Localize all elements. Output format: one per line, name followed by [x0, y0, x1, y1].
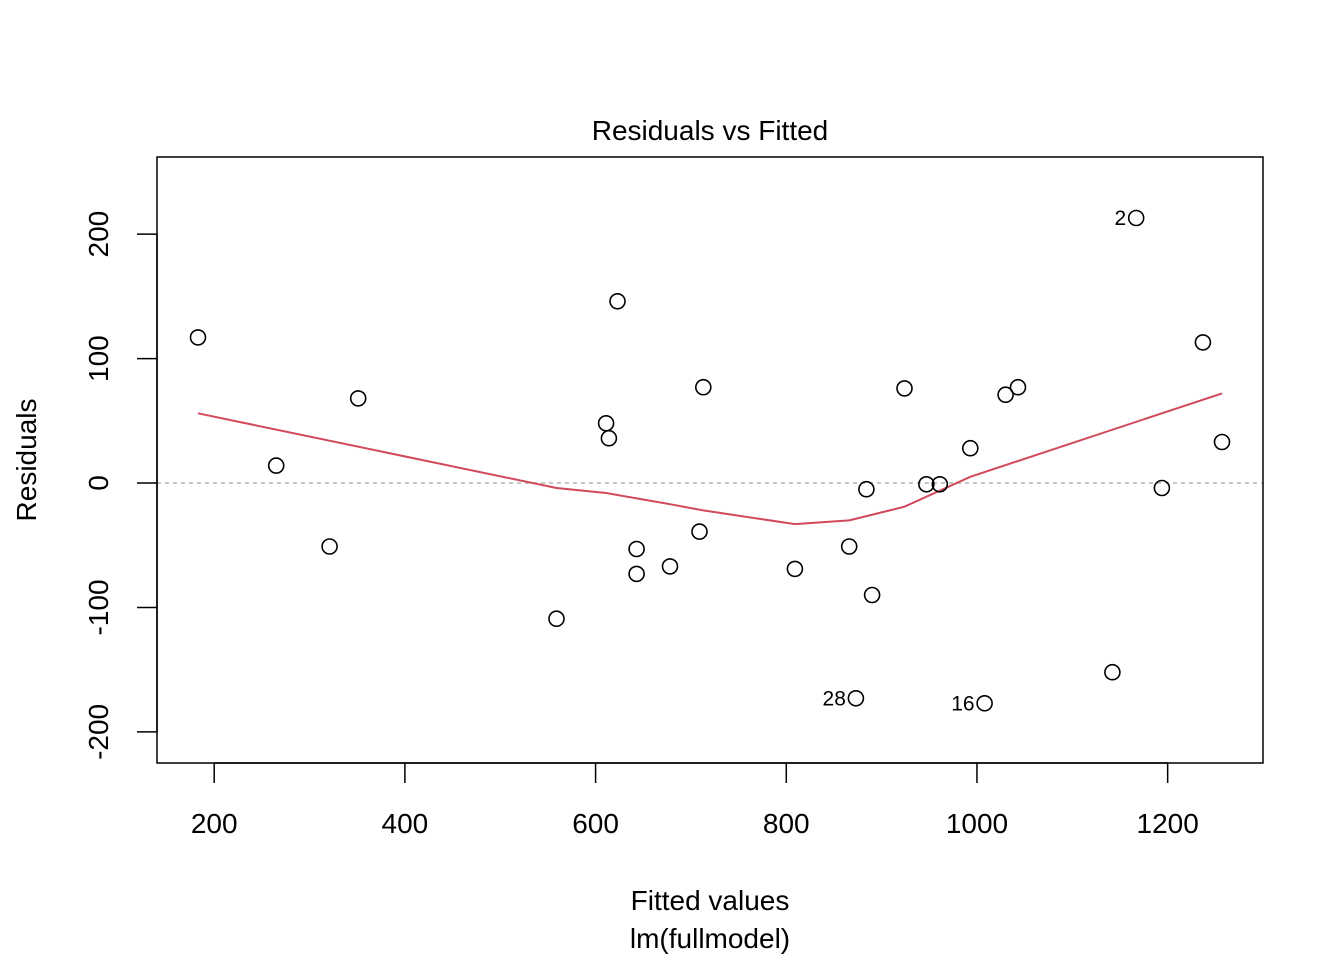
smooth-line: [197, 392, 1223, 526]
data-point: [597, 414, 615, 432]
point-label: 2: [1115, 207, 1127, 230]
chart-title: Residuals vs Fitted: [592, 115, 829, 146]
data-point: [961, 439, 979, 457]
x-tick-label: 1000: [946, 808, 1008, 839]
x-tick-label: 800: [763, 808, 810, 839]
data-point: [1127, 209, 1145, 227]
point-label: 28: [823, 687, 846, 710]
data-point: [858, 480, 875, 498]
data-point: [349, 390, 367, 407]
x-tick-label: 600: [572, 808, 619, 839]
x-tick-label: 1200: [1137, 808, 1199, 839]
y-tick-label: 200: [83, 211, 114, 258]
data-point: [691, 523, 708, 540]
data-point: [661, 558, 679, 575]
y-axis-label: Residuals: [11, 399, 42, 522]
data-point: [1104, 663, 1121, 681]
data-point: [548, 610, 565, 628]
x-tick-label: 200: [191, 808, 238, 839]
data-point: [1009, 378, 1027, 396]
data-point: [1194, 334, 1212, 351]
x-axis: 200 400 600 800 1000 1200: [191, 762, 1199, 839]
points-layer: [189, 209, 1231, 712]
y-axis: -200 -100 0 100 200: [83, 211, 158, 760]
smooth-line-path: [197, 392, 1223, 526]
data-point: [694, 378, 712, 396]
data-point: [189, 329, 207, 346]
data-point: [896, 380, 913, 397]
point-label: 16: [951, 692, 974, 715]
data-point: [609, 292, 626, 310]
x-axis-sublabel: lm(fullmodel): [630, 923, 790, 954]
x-axis-label: Fitted values: [631, 885, 790, 916]
data-point: [786, 560, 804, 578]
data-point: [628, 565, 645, 583]
y-tick-label: 0: [83, 475, 114, 491]
y-tick-label: -200: [83, 704, 114, 760]
y-tick-label: 100: [83, 335, 114, 382]
data-point: [628, 540, 645, 558]
data-point: [976, 694, 993, 712]
x-tick-label: 400: [382, 808, 429, 839]
data-point: [918, 475, 935, 493]
data-point: [847, 689, 865, 707]
plot-frame: [156, 156, 1264, 764]
data-point: [600, 429, 618, 447]
data-point: [997, 386, 1014, 404]
data-point: [863, 586, 881, 604]
data-point: [267, 457, 285, 474]
data-point: [1213, 433, 1231, 451]
data-point: [321, 538, 338, 555]
data-point: [840, 538, 858, 555]
y-tick-label: -100: [83, 579, 114, 635]
data-point: [1153, 479, 1171, 497]
data-point: [931, 475, 949, 493]
point-labels-layer: 28 16 2: [823, 207, 1127, 715]
